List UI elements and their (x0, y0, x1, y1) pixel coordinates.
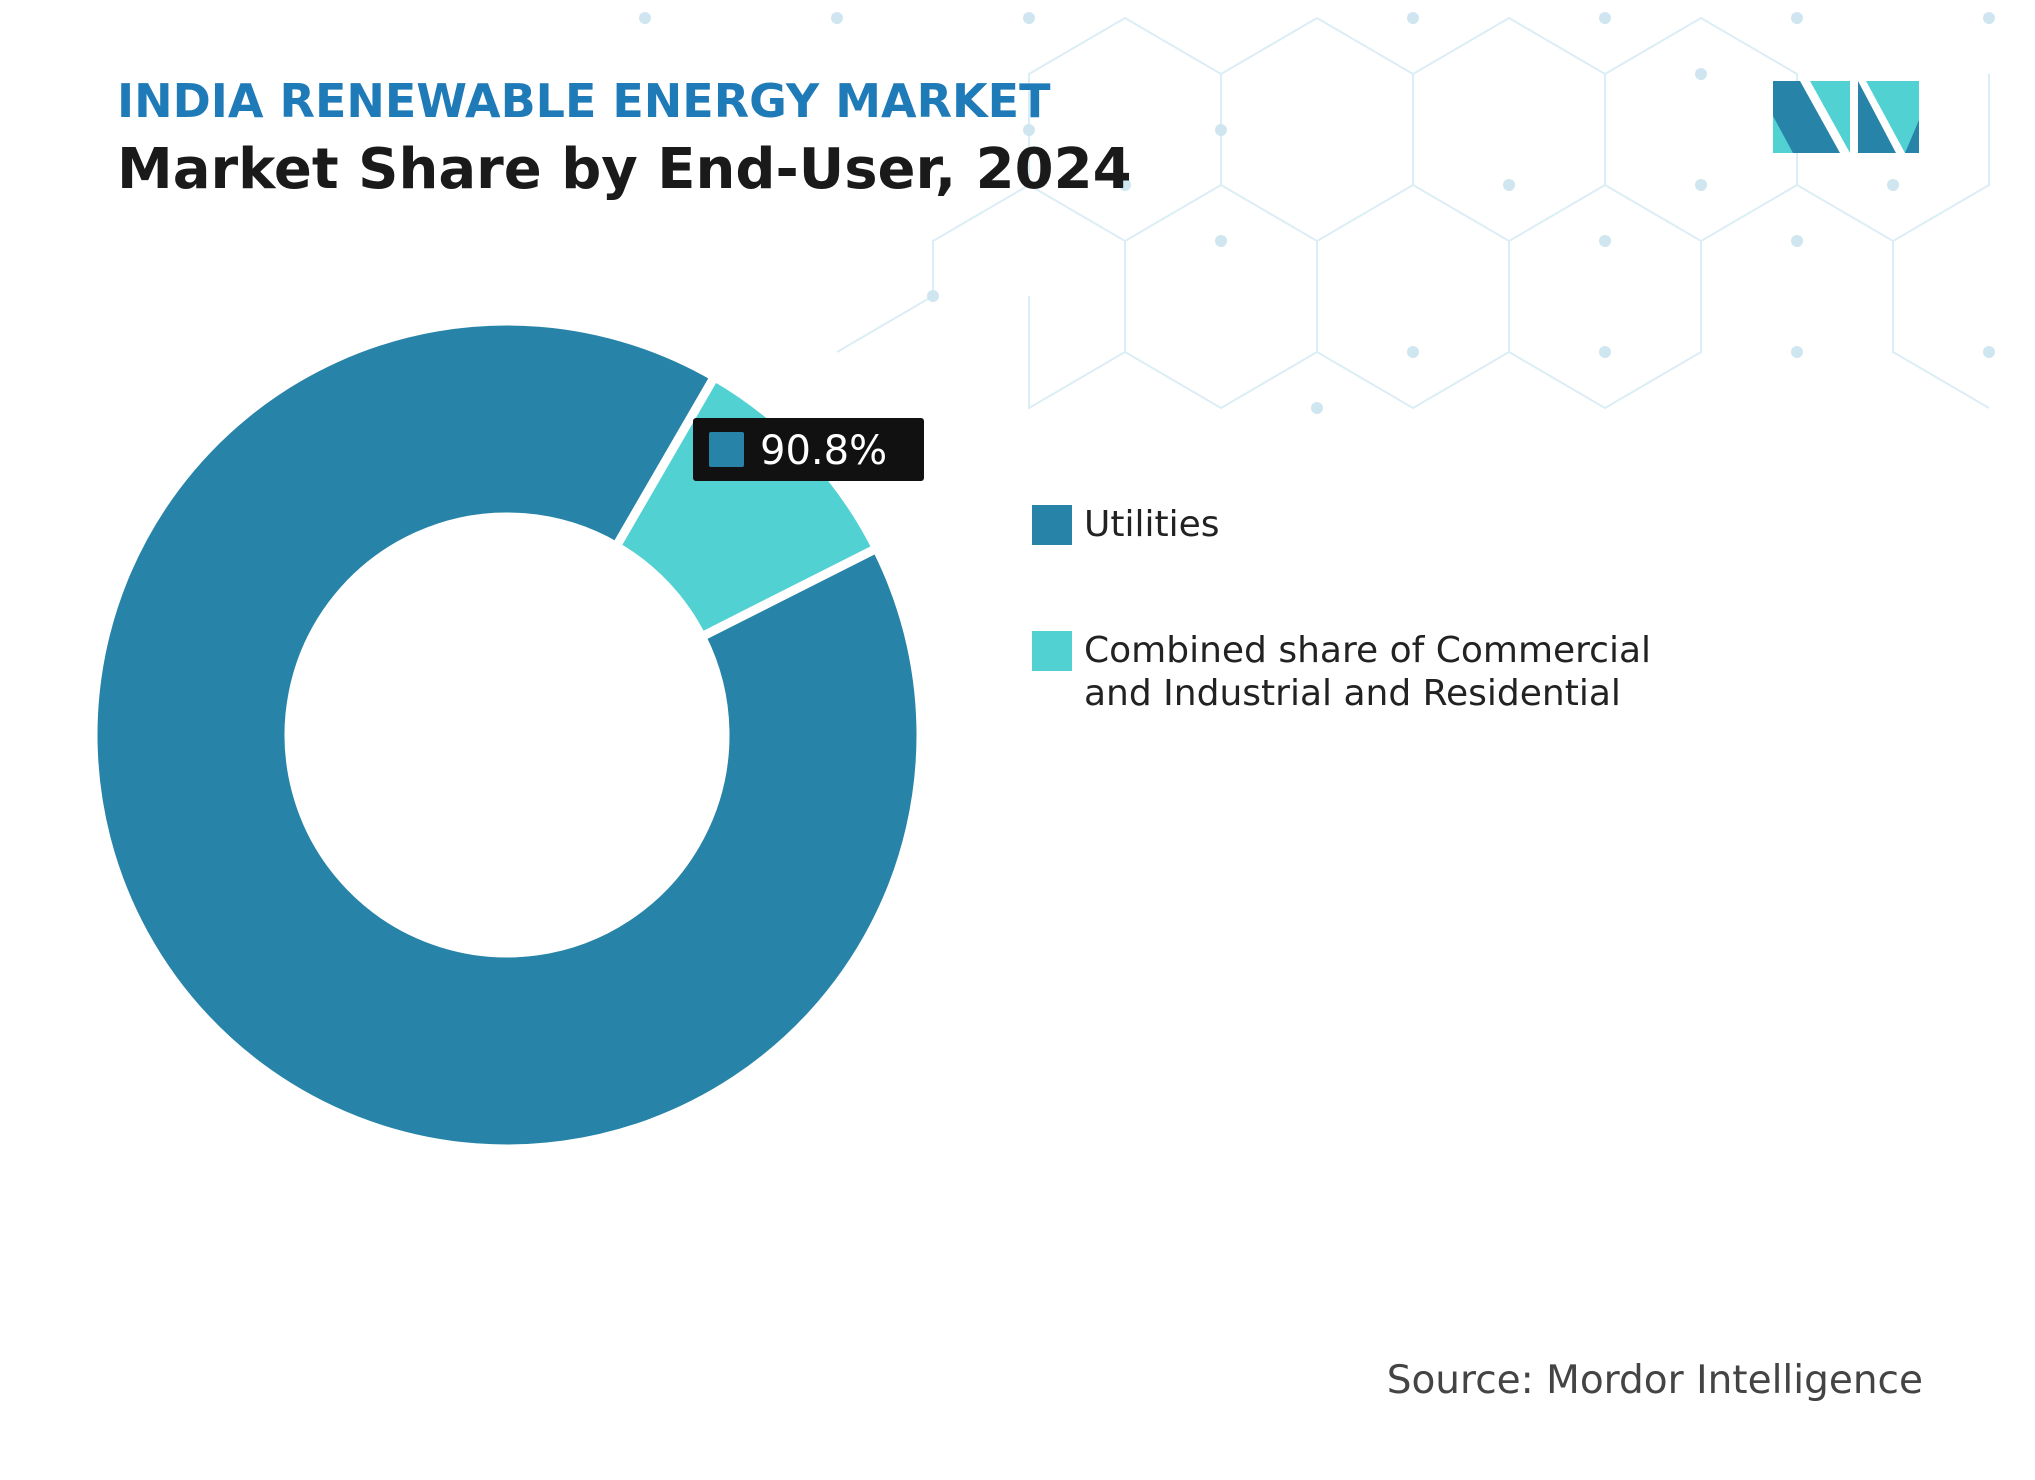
donut (88, 316, 926, 1154)
legend-label: Combined share of Commercial and Industr… (1084, 630, 1652, 714)
chart-subtitle: INDIA RENEWABLE ENERGY MARKET (117, 74, 1051, 128)
chart-title: Market Share by End-User, 2024 (117, 137, 1132, 202)
source: Source: Mordor Intelligence (1387, 1358, 1923, 1403)
legend-item: Utilities (1032, 504, 1704, 546)
slice (610, 370, 883, 643)
logo (1773, 81, 1919, 153)
legend-swatch (1032, 505, 1072, 545)
legend-item: Combined share of Commercial and Industr… (1032, 630, 1704, 715)
slice (88, 316, 926, 1154)
tooltip: 90.8% (693, 418, 924, 481)
background-pattern (639, 12, 1995, 414)
legend-label: Utilities (1084, 504, 1220, 545)
legend-swatch (1032, 631, 1072, 671)
data-label: 90.8% (760, 428, 887, 474)
